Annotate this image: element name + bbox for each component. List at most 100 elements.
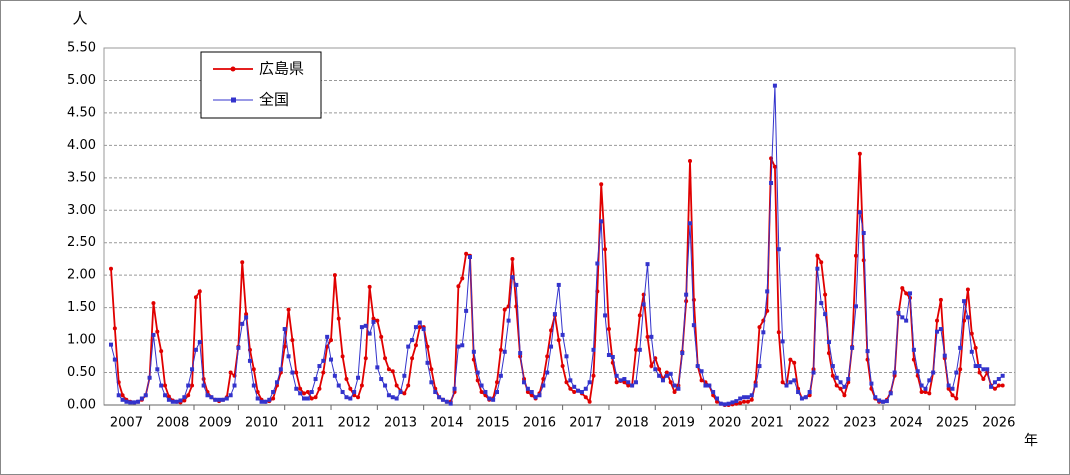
- point: [390, 369, 395, 374]
- point: [657, 373, 662, 378]
- point: [371, 319, 376, 324]
- point: [572, 384, 577, 389]
- point: [881, 399, 885, 404]
- point: [1000, 373, 1005, 378]
- point: [190, 383, 195, 388]
- point: [475, 378, 480, 383]
- point: [649, 364, 654, 369]
- point: [402, 391, 407, 396]
- y-tick-label: 2.50: [67, 235, 96, 250]
- point: [186, 393, 191, 398]
- point: [371, 316, 376, 321]
- point: [587, 399, 592, 404]
- point: [332, 273, 337, 278]
- point: [695, 364, 700, 369]
- point: [309, 396, 314, 401]
- point: [456, 344, 461, 349]
- point: [576, 388, 581, 393]
- point: [298, 386, 303, 391]
- point: [417, 325, 422, 330]
- point: [614, 380, 619, 385]
- point: [838, 380, 843, 385]
- point: [838, 386, 843, 391]
- point: [109, 342, 113, 347]
- point: [765, 289, 770, 294]
- point: [475, 370, 480, 375]
- x-tick-label: 2013: [384, 416, 417, 431]
- point: [263, 399, 268, 404]
- x-tick-label: 2010: [245, 416, 278, 431]
- point: [313, 395, 318, 400]
- point: [583, 395, 588, 400]
- point: [240, 321, 245, 326]
- point: [591, 347, 596, 352]
- point: [340, 390, 345, 395]
- point: [842, 393, 847, 398]
- point: [359, 383, 364, 388]
- point: [769, 181, 774, 186]
- point: [753, 383, 758, 388]
- point: [927, 378, 932, 383]
- point: [711, 390, 716, 395]
- point: [935, 318, 940, 323]
- point: [614, 373, 619, 378]
- point: [259, 399, 264, 404]
- point: [224, 396, 229, 401]
- point: [633, 380, 638, 385]
- point: [587, 380, 592, 385]
- point: [819, 260, 824, 265]
- point: [583, 386, 588, 391]
- point: [495, 390, 499, 395]
- point: [309, 390, 314, 395]
- point: [329, 357, 334, 362]
- point: [124, 399, 129, 404]
- point: [491, 397, 496, 402]
- point: [657, 367, 662, 372]
- point: [552, 312, 557, 317]
- point: [182, 398, 187, 403]
- point: [502, 307, 507, 312]
- point: [738, 396, 743, 401]
- point: [946, 383, 951, 388]
- point: [645, 262, 650, 267]
- point: [487, 396, 492, 401]
- point: [120, 397, 125, 402]
- point: [356, 395, 361, 400]
- point: [803, 395, 808, 400]
- point: [904, 318, 909, 323]
- point: [537, 393, 542, 398]
- point: [780, 380, 785, 385]
- point: [163, 393, 168, 398]
- legend-label: 広島県: [259, 60, 304, 78]
- point: [282, 344, 287, 349]
- point: [421, 327, 426, 332]
- point: [853, 304, 858, 309]
- point: [151, 301, 156, 306]
- point: [645, 334, 650, 339]
- series-line: [110, 153, 1003, 406]
- point: [718, 401, 723, 406]
- point: [715, 399, 720, 404]
- point: [684, 292, 689, 297]
- point: [911, 357, 916, 362]
- x-tick-label: 2025: [936, 416, 969, 431]
- point: [680, 351, 685, 356]
- point: [900, 286, 905, 291]
- point: [649, 334, 654, 339]
- point: [336, 316, 341, 321]
- point: [510, 275, 515, 280]
- point: [969, 349, 974, 354]
- point: [815, 266, 820, 271]
- point: [626, 383, 631, 388]
- point: [228, 370, 233, 375]
- point: [637, 313, 642, 318]
- point: [556, 282, 561, 287]
- point: [348, 396, 353, 401]
- point: [992, 386, 997, 391]
- point: [815, 253, 820, 258]
- y-tick-label: 3.50: [67, 170, 96, 185]
- point: [792, 378, 797, 383]
- x-tick-label: 2011: [291, 416, 324, 431]
- point: [390, 395, 395, 400]
- point: [471, 349, 476, 354]
